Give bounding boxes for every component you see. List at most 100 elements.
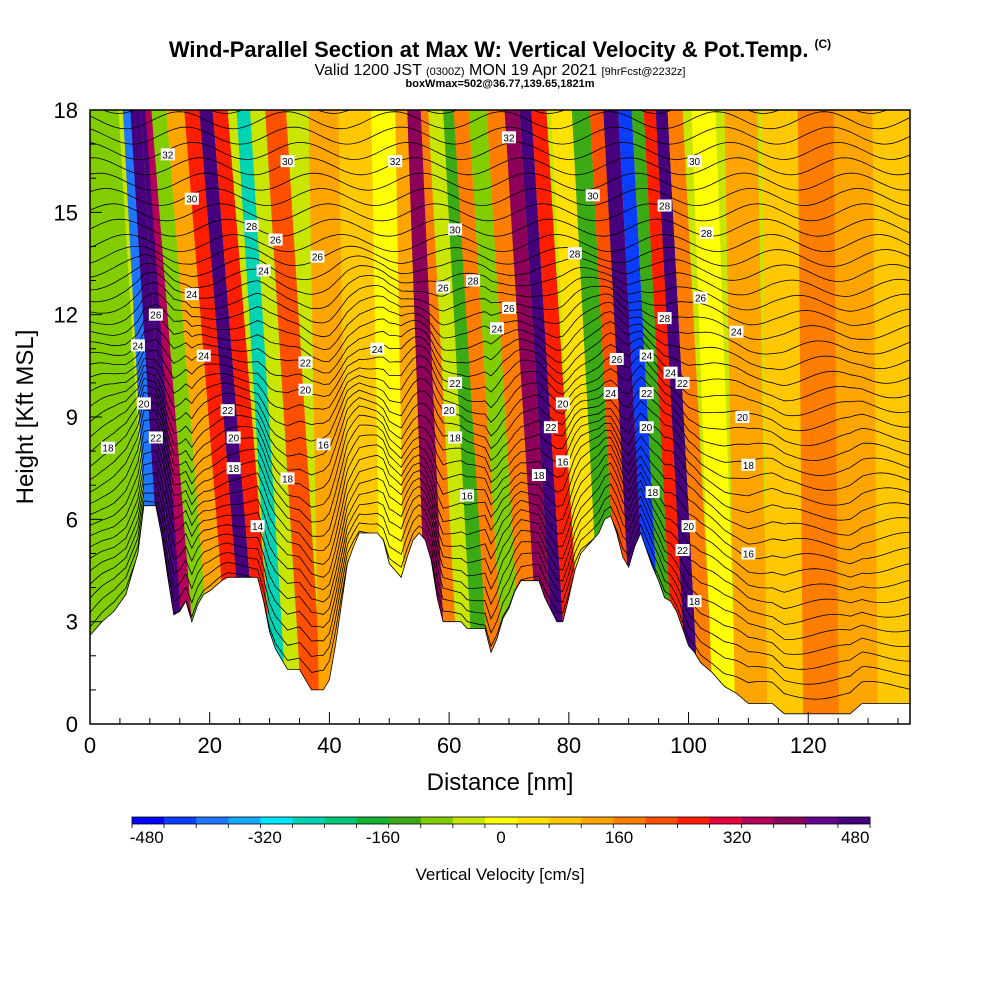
contour-label: 32 xyxy=(388,155,403,168)
theta-contour-line xyxy=(90,172,910,191)
theta-contour-line xyxy=(90,126,910,145)
contour-label: 18 xyxy=(448,431,463,444)
contour-label: 22 xyxy=(298,356,313,369)
theta-contour-line xyxy=(90,492,910,655)
y-tick-label: 9 xyxy=(66,405,78,430)
contour-label: 26 xyxy=(310,250,325,264)
velocity-band xyxy=(199,110,262,724)
contour-label-text: 30 xyxy=(587,191,599,202)
theta-contour-line xyxy=(90,472,910,625)
y-tick-label: 3 xyxy=(66,610,78,635)
theta-contour-line xyxy=(90,371,910,461)
contour-label: 18 xyxy=(531,468,546,482)
theta-contour-line xyxy=(90,203,910,222)
velocity-band xyxy=(443,110,491,724)
contour-label-text: 24 xyxy=(258,266,270,277)
colorbar-tick-label: 320 xyxy=(723,828,751,847)
contour-label: 30 xyxy=(687,155,702,168)
theta-contour-line xyxy=(90,392,910,506)
valid-zulu: (0300Z) xyxy=(426,66,465,78)
contour-label-text: 28 xyxy=(659,202,671,213)
contour-label-text: 24 xyxy=(132,341,144,352)
velocity-band xyxy=(531,110,585,724)
y-tick-label: 0 xyxy=(66,712,78,737)
x-axis-label: Distance [nm] xyxy=(427,769,574,796)
contour-label-text: 20 xyxy=(557,399,569,410)
contour-label: 22 xyxy=(639,387,654,400)
velocity-band xyxy=(504,110,558,724)
x-tick-label: 0 xyxy=(84,733,96,758)
theta-contour-line xyxy=(90,364,910,447)
contour-label: 26 xyxy=(268,233,283,247)
colorbar: -480 -320 -160 0 160 320 480 xyxy=(130,816,871,847)
theta-contour-line xyxy=(90,449,910,593)
contour-label: 28 xyxy=(244,219,259,233)
contour-label-text: 28 xyxy=(246,222,258,233)
theta-contour-line xyxy=(90,354,910,432)
theta-contour-line xyxy=(90,218,910,237)
velocity-band xyxy=(428,110,476,724)
valid-date: MON 19 Apr 2021 xyxy=(469,62,598,79)
contour-label: 24 xyxy=(370,342,385,356)
theta-contour-line xyxy=(90,262,910,297)
colorbar-swatch xyxy=(164,817,197,824)
copyright-mark: (C) xyxy=(814,37,832,51)
theta-contour-line xyxy=(90,409,910,536)
contour-label: 16 xyxy=(741,547,756,560)
theta-contour-line xyxy=(90,111,910,130)
contour-label: 18 xyxy=(226,462,241,475)
contour-label: 22 xyxy=(220,404,235,417)
x-tick-label: 100 xyxy=(670,733,707,758)
forecast-info: [9hrFcst@2232z] xyxy=(601,66,686,78)
theta-contour-line xyxy=(90,482,910,640)
contour-label-text: 26 xyxy=(695,294,707,305)
colorbar-swatch xyxy=(388,817,422,824)
theta-contour-line xyxy=(90,344,910,417)
contour-label-text: 32 xyxy=(162,150,174,161)
contour-label-text: 32 xyxy=(503,133,515,144)
contour-label-text: 14 xyxy=(252,522,264,533)
colorbar-tick-label: -320 xyxy=(248,828,282,847)
colorbar-swatch xyxy=(773,817,807,824)
velocity-band xyxy=(184,110,248,724)
velocity-band xyxy=(166,110,233,724)
contour-label: 32 xyxy=(501,131,516,144)
velocity-band xyxy=(250,110,303,724)
contour-label: 20 xyxy=(735,411,750,424)
colorbar-frame xyxy=(131,816,871,825)
contour-label: 18 xyxy=(100,441,115,455)
contour-label-text: 20 xyxy=(300,386,312,397)
contour-label-text: 18 xyxy=(450,433,462,444)
theta-contour-line xyxy=(90,292,910,340)
velocity-band xyxy=(667,110,715,724)
contour-label: 24 xyxy=(196,349,211,363)
theta-contour-line xyxy=(90,500,910,670)
x-tick-label: 20 xyxy=(197,733,221,758)
contour-label: 28 xyxy=(699,226,714,240)
contour-label: 26 xyxy=(693,291,708,305)
colorbar-swatch xyxy=(260,817,293,824)
velocity-band xyxy=(761,110,804,724)
velocity-band xyxy=(212,110,277,724)
contour-label: 22 xyxy=(675,376,690,390)
contour-label: 24 xyxy=(639,349,654,363)
contour-label: 18 xyxy=(645,486,660,499)
contour-label: 22 xyxy=(448,376,463,390)
contour-label: 26 xyxy=(501,301,516,315)
colorbar-tick-label: -160 xyxy=(366,828,400,847)
y-tick-label: 15 xyxy=(54,200,78,225)
colorbar-swatch xyxy=(356,817,390,824)
velocity-band xyxy=(655,110,700,724)
contour-label: 18 xyxy=(741,458,756,472)
x-axis: 0 20 40 60 80 100 120 xyxy=(84,712,899,758)
contour-label-text: 22 xyxy=(222,406,234,417)
contour-label: 16 xyxy=(555,455,570,468)
contour-label: 18 xyxy=(687,595,702,608)
theta-contour-line xyxy=(90,272,910,312)
colorbar-swatch xyxy=(709,817,743,824)
theta-contour-line xyxy=(90,460,910,610)
colorbar-tick-label: 160 xyxy=(605,828,633,847)
contour-label-text: 28 xyxy=(701,229,713,240)
theta-contour-line xyxy=(90,438,910,578)
